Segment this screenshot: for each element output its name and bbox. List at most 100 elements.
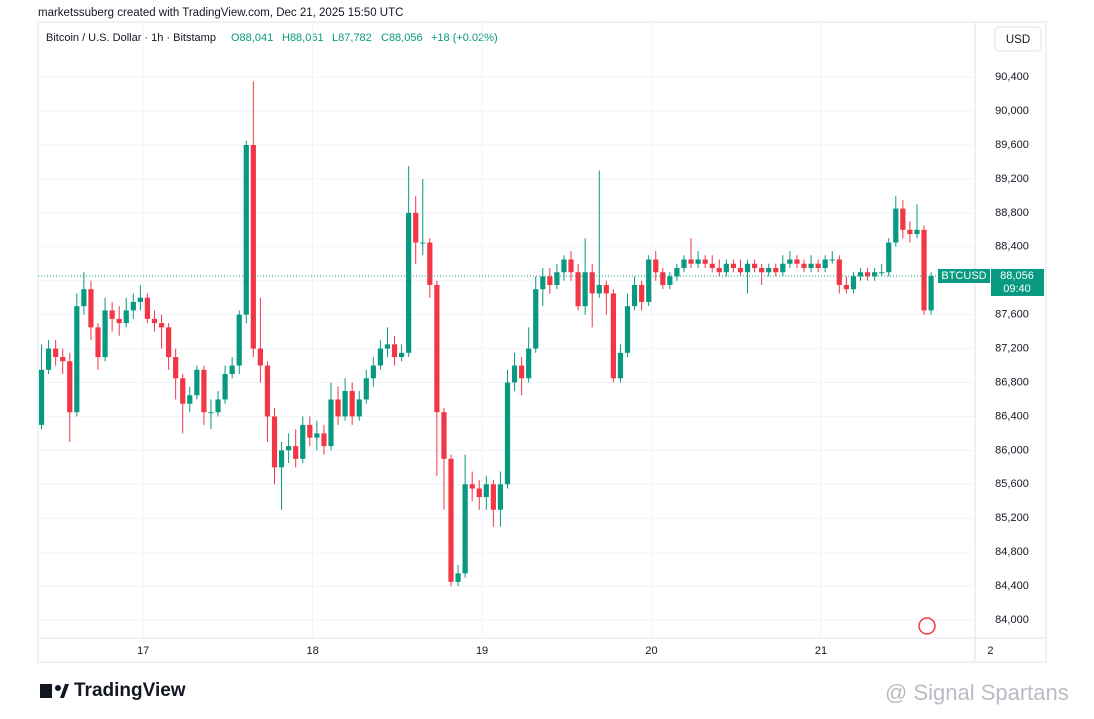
candle-body	[102, 310, 108, 358]
candle-body	[900, 208, 906, 230]
candle-body	[624, 306, 631, 353]
candle-body	[610, 293, 616, 379]
candle-body	[342, 390, 348, 417]
candle-body	[469, 484, 475, 489]
y-tick-label: 87,200	[995, 342, 1029, 354]
y-tick-label: 84,000	[995, 614, 1029, 626]
y-tick-label: 89,600	[995, 139, 1029, 151]
y-tick-label: 86,000	[995, 444, 1029, 456]
candle-body	[575, 272, 581, 307]
candle-body	[879, 272, 885, 274]
candle-body	[349, 390, 355, 417]
candle-body	[427, 242, 433, 285]
candle-body	[144, 297, 151, 319]
candle-body	[384, 344, 391, 349]
symbol-tag-label: BTCUSD	[941, 270, 986, 282]
currency[interactable]: USD	[1006, 34, 1030, 46]
candle-body	[737, 267, 744, 273]
candle-body	[215, 399, 221, 413]
logo	[40, 684, 69, 698]
candle-body	[857, 272, 864, 277]
candle-body	[398, 352, 405, 358]
candle-body	[709, 263, 715, 268]
candle-body	[173, 357, 179, 379]
candle-body	[483, 484, 489, 498]
x-tick-label: 21	[815, 645, 827, 657]
candle-body	[391, 344, 398, 358]
candle-body	[166, 327, 172, 358]
candle-body	[328, 399, 334, 447]
candle-body	[540, 276, 546, 290]
candle-body	[278, 450, 285, 468]
candle-body	[137, 297, 143, 302]
y-tick-label: 85,200	[995, 512, 1029, 524]
candle-body	[208, 412, 214, 414]
candle-body	[603, 284, 609, 294]
candle-body	[787, 259, 793, 264]
candle-body	[307, 424, 313, 438]
y-tick-label: 85,600	[995, 478, 1029, 490]
candle-body	[653, 259, 659, 273]
candle-body	[667, 276, 673, 285]
candle-body	[907, 229, 913, 235]
candle-body	[646, 259, 652, 302]
candle-body	[596, 284, 602, 294]
candle-body	[321, 433, 327, 447]
candle-body	[674, 267, 680, 277]
candle-body	[561, 259, 567, 273]
candle-body	[808, 263, 814, 268]
candle-body	[688, 259, 694, 264]
candle-body	[660, 272, 666, 285]
candle-body	[180, 378, 186, 404]
x-tick-label: 18	[307, 645, 319, 657]
candle-body	[476, 488, 482, 498]
candle-body	[38, 369, 45, 425]
candle-body	[702, 259, 708, 264]
candle-body	[526, 348, 532, 379]
candle-body	[123, 310, 129, 324]
candle-body	[497, 484, 504, 510]
candle-body	[130, 301, 136, 311]
candle-body	[744, 263, 751, 273]
y-tick-label: 87,600	[995, 309, 1029, 321]
candle-body	[81, 289, 87, 307]
candle-body	[829, 259, 835, 261]
candle-body	[448, 458, 454, 582]
y-tick-label: 88,800	[995, 207, 1029, 219]
candle-body	[462, 484, 468, 574]
candle-body	[921, 229, 927, 311]
symbol-tag	[938, 268, 990, 283]
candle-body	[286, 446, 292, 451]
candle-body	[88, 289, 94, 328]
candle-body	[843, 284, 849, 290]
candle-body	[751, 263, 758, 268]
candle-body	[236, 314, 242, 366]
candle-body	[243, 144, 249, 315]
candle-body	[730, 263, 737, 268]
y-tick-label: 84,400	[995, 580, 1029, 592]
candle-body	[836, 259, 842, 285]
candle-body	[723, 263, 729, 273]
candle-body	[766, 267, 772, 273]
price-tag-countdown: 09:40	[1003, 283, 1031, 295]
candle-body	[695, 259, 701, 264]
price-tag-value: 88,056	[1000, 270, 1034, 282]
candle-body	[519, 365, 525, 379]
candle-body	[547, 276, 553, 285]
currency-button[interactable]	[994, 26, 1042, 52]
candle-body	[582, 272, 588, 307]
candle-body	[420, 242, 426, 244]
candle-body	[928, 275, 934, 311]
replay-icon[interactable]	[918, 617, 936, 635]
price-tag	[991, 268, 1044, 296]
candle-body	[45, 348, 52, 370]
candle-body	[370, 365, 376, 379]
candle-body	[589, 272, 595, 294]
candle-body	[716, 267, 722, 273]
candle-body	[455, 573, 461, 582]
candle-body	[568, 259, 574, 273]
candle-body	[681, 259, 687, 268]
candle-body	[413, 212, 419, 243]
candle-body	[74, 306, 80, 413]
